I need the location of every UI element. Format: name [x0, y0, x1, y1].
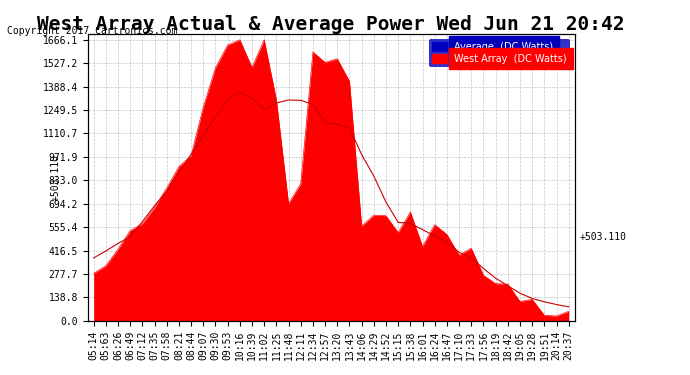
Text: Copyright 2017 Cartronics.com: Copyright 2017 Cartronics.com	[7, 26, 177, 36]
Legend: Average  (DC Watts), West Array  (DC Watts): Average (DC Watts), West Array (DC Watts…	[429, 39, 570, 67]
Text: +503.110: +503.110	[51, 154, 61, 201]
Title: West Array Actual & Average Power Wed Jun 21 20:42: West Array Actual & Average Power Wed Ju…	[37, 15, 625, 34]
